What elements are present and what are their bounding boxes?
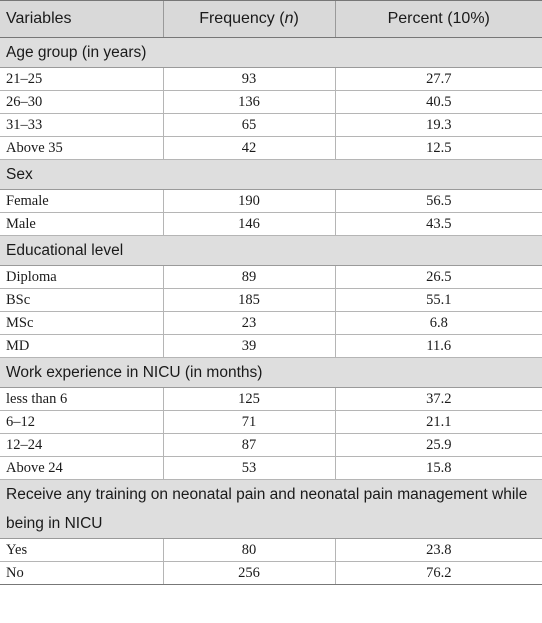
percent-cell: 55.1: [334, 288, 542, 312]
frequency-cell: 146: [162, 212, 335, 236]
section-header-row: Receive any training on neonatal pain an…: [0, 479, 542, 539]
percent-cell: 25.9: [334, 433, 542, 457]
percent-cell: 12.5: [334, 136, 542, 160]
row-label: Yes: [0, 538, 163, 562]
percent-cell: 56.5: [334, 189, 542, 213]
table-row: 12–24 87 25.9: [0, 433, 542, 457]
table-row: 26–30 136 40.5: [0, 90, 542, 114]
section-title: Sex: [0, 159, 542, 190]
row-label: Above 35: [0, 136, 163, 160]
header-variables: Variables: [0, 0, 163, 38]
row-label: Male: [0, 212, 163, 236]
table-row: Diploma 89 26.5: [0, 265, 542, 289]
percent-cell: 11.6: [334, 334, 542, 358]
table-body: Age group (in years) 21–25 93 27.7 26–30 136 4…: [0, 37, 542, 585]
row-label: 31–33: [0, 113, 163, 137]
table-row: 31–33 65 19.3: [0, 113, 542, 137]
header-percent: Percent (10%): [334, 0, 542, 38]
section-title: Work experience in NICU (in months): [0, 357, 542, 388]
percent-cell: 15.8: [334, 456, 542, 480]
row-label: 12–24: [0, 433, 163, 457]
section-header-row: Educational level: [0, 235, 542, 266]
header-frequency-n: n: [284, 10, 294, 27]
frequency-cell: 53: [162, 456, 335, 480]
frequency-cell: 87: [162, 433, 335, 457]
row-label: Female: [0, 189, 163, 213]
table-row: MD 39 11.6: [0, 334, 542, 358]
row-label: BSc: [0, 288, 163, 312]
percent-cell: 40.5: [334, 90, 542, 114]
frequency-cell: 42: [162, 136, 335, 160]
row-label: 26–30: [0, 90, 163, 114]
percent-cell: 43.5: [334, 212, 542, 236]
table-row: Above 35 42 12.5: [0, 136, 542, 160]
percent-cell: 21.1: [334, 410, 542, 434]
frequency-cell: 89: [162, 265, 335, 289]
section-title: Age group (in years): [0, 37, 542, 68]
row-label: MD: [0, 334, 163, 358]
percent-cell: 27.7: [334, 67, 542, 91]
table-row: Female 190 56.5: [0, 189, 542, 213]
row-label: 6–12: [0, 410, 163, 434]
percent-cell: 19.3: [334, 113, 542, 137]
section-header-row: Work experience in NICU (in months): [0, 357, 542, 388]
percent-cell: 76.2: [334, 561, 542, 585]
table-row: 21–25 93 27.7: [0, 67, 542, 91]
section-title: Educational level: [0, 235, 542, 266]
row-label: Above 24: [0, 456, 163, 480]
header-frequency: Frequency (n): [162, 0, 335, 38]
header-row: Variables Frequency (n) Percent (10%): [0, 0, 542, 38]
table-row: Male 146 43.5: [0, 212, 542, 236]
section-header-row: Age group (in years): [0, 37, 542, 68]
table-row: No 256 76.2: [0, 561, 542, 585]
frequency-cell: 136: [162, 90, 335, 114]
percent-cell: 26.5: [334, 265, 542, 289]
header-frequency-suffix: ): [293, 10, 299, 27]
section-header-row: Sex: [0, 159, 542, 190]
table-row: MSc 23 6.8: [0, 311, 542, 335]
frequency-cell: 93: [162, 67, 335, 91]
frequency-cell: 185: [162, 288, 335, 312]
table-row: Yes 80 23.8: [0, 538, 542, 562]
frequency-cell: 39: [162, 334, 335, 358]
frequency-cell: 65: [162, 113, 335, 137]
percent-cell: 6.8: [334, 311, 542, 335]
percent-cell: 37.2: [334, 387, 542, 411]
frequency-cell: 256: [162, 561, 335, 585]
frequency-cell: 80: [162, 538, 335, 562]
frequency-cell: 125: [162, 387, 335, 411]
frequency-cell: 71: [162, 410, 335, 434]
table-row: BSc 185 55.1: [0, 288, 542, 312]
frequency-cell: 23: [162, 311, 335, 335]
header-frequency-prefix: Frequency (: [199, 10, 285, 27]
row-label: 21–25: [0, 67, 163, 91]
row-label: MSc: [0, 311, 163, 335]
row-label: less than 6: [0, 387, 163, 411]
table-row: Above 24 53 15.8: [0, 456, 542, 480]
row-label: No: [0, 561, 163, 585]
percent-cell: 23.8: [334, 538, 542, 562]
table-row: 6–12 71 21.1: [0, 410, 542, 434]
row-label: Diploma: [0, 265, 163, 289]
demographics-table: Variables Frequency (n) Percent (10%) Ag…: [0, 0, 542, 585]
section-title: Receive any training on neonatal pain an…: [0, 479, 542, 539]
table-row: less than 6 125 37.2: [0, 387, 542, 411]
frequency-cell: 190: [162, 189, 335, 213]
